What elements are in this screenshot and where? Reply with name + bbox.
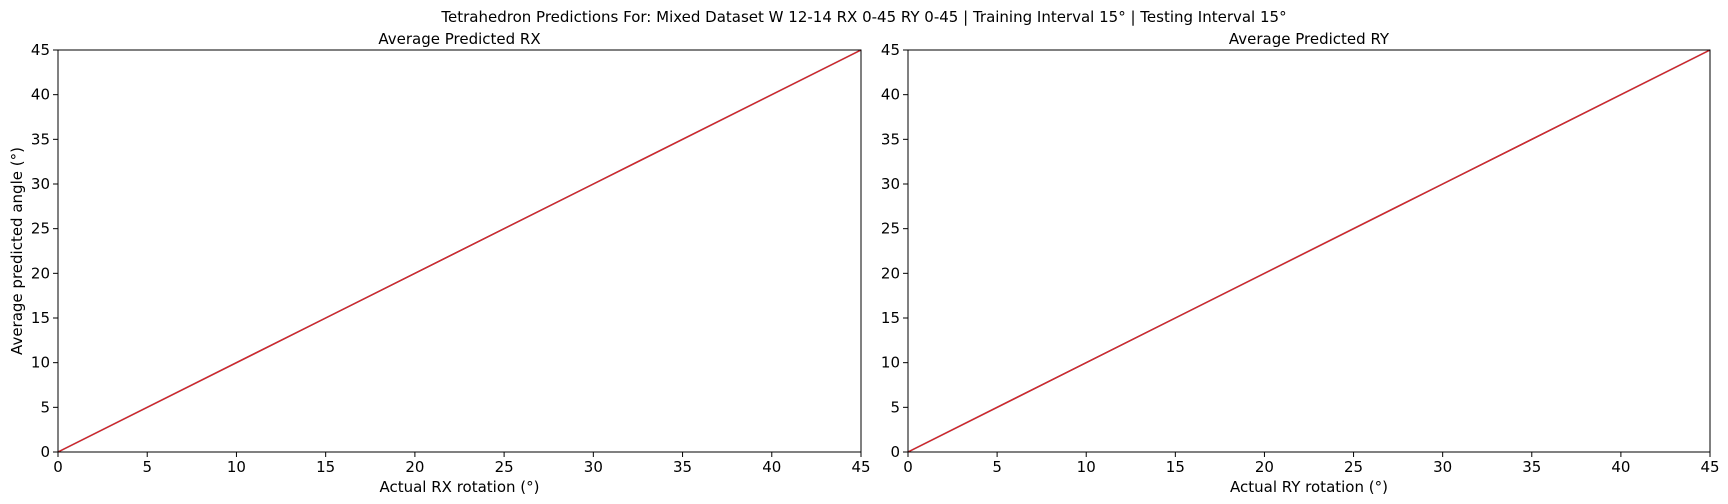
subplot-ry: 0 5 10 15 20 25 30 35 40 45 0 5 10 15 20 25 30 35 40 45 Aver… xyxy=(881,30,1720,496)
x-tick-label: 25 xyxy=(495,458,514,476)
y-tick-label: 40 xyxy=(31,86,50,104)
x-tick-label: 45 xyxy=(1700,458,1719,476)
x-tick-label: 35 xyxy=(1522,458,1541,476)
y-tick-label: 5 xyxy=(40,398,50,416)
series-line-2 xyxy=(57,49,862,453)
x-tick-label: 5 xyxy=(142,458,152,476)
y-tick-label: 30 xyxy=(881,175,900,193)
y-tick-label: 20 xyxy=(31,264,50,282)
y-axis-label: Average predicted angle (°) xyxy=(8,147,26,355)
y-tick-label: 35 xyxy=(881,130,900,148)
y-tick-label: 10 xyxy=(31,354,50,372)
y-tick-label: 10 xyxy=(881,354,900,372)
x-tick-label: 45 xyxy=(851,458,870,476)
y-tick-label: 45 xyxy=(31,41,50,59)
subplot-title: Average Predicted RX xyxy=(378,30,540,48)
plot-frame xyxy=(907,49,1711,453)
x-tick-label: 30 xyxy=(1433,458,1452,476)
x-axis-label: Actual RY rotation (°) xyxy=(1230,478,1388,496)
x-tick-label: 35 xyxy=(673,458,692,476)
y-tick-label: 0 xyxy=(40,443,50,461)
x-tick-label: 5 xyxy=(992,458,1002,476)
x-tick-label: 15 xyxy=(1166,458,1185,476)
y-tick-label: 5 xyxy=(890,398,900,416)
x-tick-label: 0 xyxy=(53,458,63,476)
x-tick-label: 20 xyxy=(1255,458,1274,476)
y-tick-label: 0 xyxy=(890,443,900,461)
y-tick-label: 20 xyxy=(881,264,900,282)
figure-suptitle: Tetrahedron Predictions For: Mixed Datas… xyxy=(440,8,1286,26)
subplot-title: Average Predicted RY xyxy=(1229,30,1390,48)
series-line-2 xyxy=(907,49,1711,453)
subplot-rx: 0 5 10 15 20 25 30 35 40 45 0 5 10 15 20 25 30 35 40 45 Aver… xyxy=(8,30,871,496)
x-tick-label: 40 xyxy=(1611,458,1630,476)
x-tick-label: 40 xyxy=(762,458,781,476)
y-tick-label: 35 xyxy=(31,130,50,148)
y-tick-label: 25 xyxy=(31,220,50,238)
x-tick-label: 25 xyxy=(1344,458,1363,476)
x-axis-label: Actual RX rotation (°) xyxy=(379,478,539,496)
x-tick-label: 0 xyxy=(903,458,913,476)
y-tick-label: 30 xyxy=(31,175,50,193)
x-tick-label: 10 xyxy=(1077,458,1096,476)
x-tick-label: 15 xyxy=(316,458,335,476)
y-tick-label: 15 xyxy=(881,309,900,327)
x-tick-label: 30 xyxy=(584,458,603,476)
y-tick-label: 15 xyxy=(31,309,50,327)
y-tick-label: 40 xyxy=(881,86,900,104)
x-tick-label: 20 xyxy=(405,458,424,476)
x-tick-label: 10 xyxy=(227,458,246,476)
plot-frame xyxy=(57,49,862,453)
y-tick-label: 45 xyxy=(881,41,900,59)
y-tick-label: 25 xyxy=(881,220,900,238)
